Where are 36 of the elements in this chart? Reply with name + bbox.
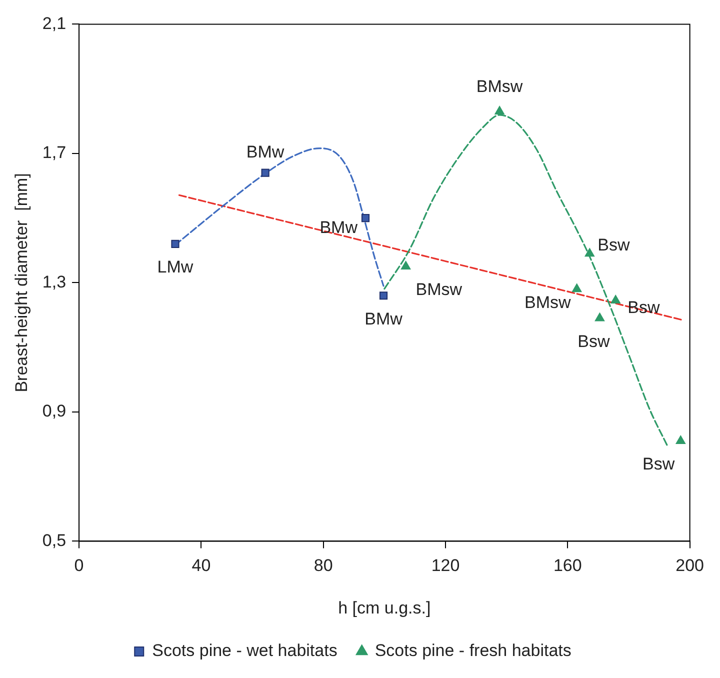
annotation: BMw bbox=[364, 309, 404, 328]
point bbox=[572, 284, 582, 292]
x-tick-label: 40 bbox=[192, 556, 211, 576]
point bbox=[171, 240, 180, 248]
annotation: BMsw bbox=[524, 292, 572, 312]
point bbox=[379, 292, 388, 300]
annotation: Bsw bbox=[642, 454, 676, 474]
y-tick-label: 0,5 bbox=[42, 530, 66, 550]
point bbox=[610, 294, 620, 304]
point bbox=[584, 248, 594, 257]
y-tick-label: 0,9 bbox=[42, 402, 66, 421]
point bbox=[361, 214, 370, 222]
x-tick-label: 0 bbox=[74, 556, 84, 576]
y-tick-label: 1,7 bbox=[42, 143, 66, 162]
annotation: Bsw bbox=[578, 332, 611, 351]
point bbox=[400, 261, 411, 270]
point bbox=[494, 106, 504, 114]
point bbox=[594, 312, 605, 322]
legend-label: Scots pine - fresh habitats bbox=[374, 641, 572, 660]
legend-label: Scots pine - wet habitats bbox=[152, 641, 338, 660]
y-tick-label: 2,1 bbox=[42, 14, 66, 33]
x-tick-label: 200 bbox=[676, 556, 704, 576]
x-tick-label: 80 bbox=[314, 556, 333, 576]
point bbox=[676, 436, 686, 444]
y-tick-label: 1,3 bbox=[42, 272, 66, 292]
annotation: BMsw bbox=[476, 77, 524, 96]
point bbox=[261, 168, 270, 177]
x-tick-label: 120 bbox=[431, 556, 460, 576]
annotation: BMsw bbox=[416, 280, 463, 300]
annotation: Bsw bbox=[598, 235, 630, 254]
y-axis-title: Breast-height diameter [mm] bbox=[12, 173, 31, 392]
annotation: LMw bbox=[157, 258, 194, 277]
annotation: BMw bbox=[246, 142, 285, 162]
annotation: BMw bbox=[320, 218, 358, 237]
x-axis-title: h [cm u.g.s.] bbox=[338, 598, 431, 618]
x-tick-label: 160 bbox=[553, 556, 582, 576]
